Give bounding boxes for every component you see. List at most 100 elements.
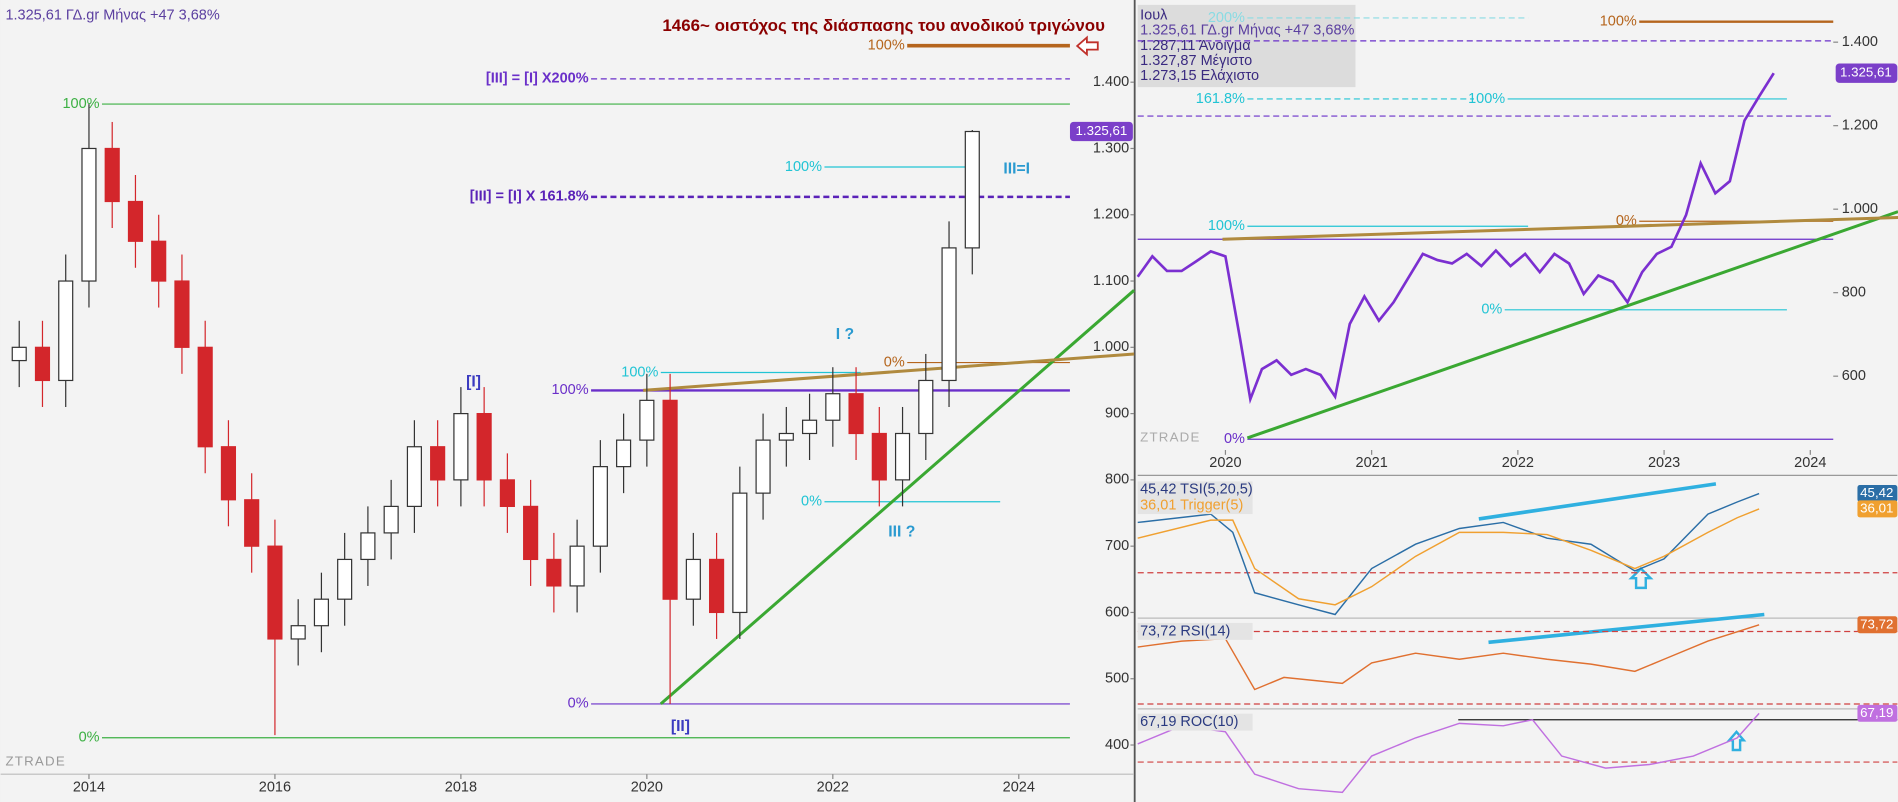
- watermark: ZTRADE: [5, 754, 65, 769]
- level-label: 100%: [1600, 14, 1637, 30]
- candle-body: [871, 432, 887, 481]
- y-tick-label: 1.400: [1842, 34, 1878, 50]
- candle-body: [964, 130, 980, 249]
- y-tick-label: 500: [1105, 671, 1129, 687]
- level-label: 100%: [785, 159, 822, 175]
- x-tick-label: 2024: [1794, 455, 1826, 471]
- level-label: 161.8%: [1196, 91, 1245, 107]
- level-label: [III] = [I] X 161.8%: [470, 189, 589, 205]
- candle-body: [592, 466, 608, 547]
- candle-body: [267, 545, 283, 640]
- level-label: 0%: [1481, 302, 1502, 318]
- candle-body: [894, 432, 911, 481]
- level-label: 0%: [801, 494, 822, 510]
- candle-body: [244, 499, 260, 547]
- watermark: ZTRADE: [1140, 429, 1200, 444]
- level-label: 0%: [79, 730, 100, 746]
- candle-body: [34, 346, 51, 382]
- level-label: 100%: [552, 382, 589, 398]
- series-line: [1137, 624, 1760, 691]
- candle-body: [406, 446, 422, 508]
- legend-bg: [1137, 481, 1253, 499]
- value-tag: 67,19: [1860, 705, 1893, 720]
- price-tag-box: [1069, 121, 1133, 142]
- x-tick-label: 2022: [817, 779, 849, 795]
- series-line: [1137, 508, 1760, 606]
- value-tag-box: [1857, 485, 1898, 502]
- candle-body: [337, 558, 353, 600]
- value-tag: 73,72: [1860, 616, 1893, 631]
- y-tick-label: 1.000: [1842, 201, 1878, 217]
- x-tick-label: 2018: [445, 779, 477, 795]
- trend-line: [1246, 210, 1898, 440]
- y-tick-label: 1.000: [1093, 339, 1129, 355]
- candle-body: [709, 558, 725, 614]
- arrow-icon: [1726, 729, 1747, 752]
- y-tick-label: 400: [1105, 737, 1129, 753]
- candle-body: [197, 346, 213, 448]
- trend-line: [643, 352, 1135, 392]
- candle-body: [569, 545, 585, 587]
- series-line: [1136, 72, 1775, 405]
- series-line: [1137, 712, 1760, 794]
- level-label: 100%: [1468, 91, 1505, 107]
- info-line: 1.273,15 Ελάχιστο: [1140, 68, 1259, 84]
- x-tick-label: 2023: [1648, 455, 1680, 471]
- wave-label: [II]: [671, 718, 690, 735]
- trend-line: [1222, 216, 1898, 241]
- candle-body: [732, 492, 748, 614]
- candle-body: [81, 147, 97, 282]
- x-tick-label: 2020: [631, 779, 663, 795]
- candle-body: [476, 412, 492, 481]
- candle-body: [360, 532, 376, 561]
- y-tick-label: 600: [1105, 604, 1129, 620]
- candle-body: [523, 505, 539, 561]
- info-line: Ιουλ: [1140, 8, 1168, 24]
- y-tick-label: 1.100: [1093, 273, 1129, 289]
- level-label: 0%: [1224, 431, 1245, 447]
- wave-label: [I]: [466, 373, 481, 390]
- candle-body: [11, 346, 27, 362]
- y-tick-label: 1.400: [1093, 74, 1129, 90]
- price-tag-box: [1835, 63, 1898, 83]
- x-tick-label: 2016: [259, 779, 291, 795]
- candle-body: [778, 432, 794, 441]
- value-tag-box: [1857, 616, 1898, 634]
- candle-body: [755, 439, 771, 494]
- level-label: 200%: [1208, 10, 1245, 26]
- divergence-line: [1478, 482, 1717, 521]
- legend-entry: 67,19 ROC(10): [1140, 714, 1238, 730]
- candle-body: [127, 200, 144, 242]
- value-tag: 36,01: [1860, 500, 1893, 515]
- y-tick-label: 700: [1105, 538, 1129, 554]
- wave-label: I ?: [836, 326, 854, 343]
- level-label: 100%: [621, 364, 658, 380]
- subtitle: 1.325,61 ΓΔ.gr Μήνας +47 3,68%: [5, 8, 219, 24]
- candle-body: [662, 399, 678, 600]
- legend-entry: 36,01 Trigger(5): [1140, 497, 1243, 513]
- y-tick-label: 800: [1842, 285, 1866, 301]
- y-tick-label: 1.200: [1093, 207, 1129, 223]
- price-tag: 1.325,61: [1076, 123, 1128, 138]
- candle-body: [616, 439, 632, 468]
- series-line: [1137, 492, 1760, 616]
- x-tick-label: 2021: [1356, 455, 1388, 471]
- wave-label: III ?: [888, 523, 915, 540]
- candle-body: [546, 558, 562, 587]
- divergence-line: [1488, 612, 1765, 645]
- legend-bg: [1137, 622, 1253, 640]
- candle-body: [685, 558, 701, 600]
- y-tick-label: 1.300: [1093, 140, 1129, 156]
- info-line: 1.287,11 Άνοιγμα: [1140, 38, 1251, 54]
- wave-label: III=I: [1003, 161, 1030, 178]
- candle-body: [639, 399, 655, 441]
- value-tag: 45,42: [1860, 485, 1893, 500]
- value-tag-box: [1857, 704, 1898, 722]
- info-line: 1.327,87 Μέγιστο: [1140, 53, 1252, 69]
- price-tag: 1.325,61: [1840, 65, 1892, 80]
- candle-body: [430, 446, 446, 481]
- legend-bg: [1137, 497, 1253, 515]
- candle-body: [918, 379, 934, 435]
